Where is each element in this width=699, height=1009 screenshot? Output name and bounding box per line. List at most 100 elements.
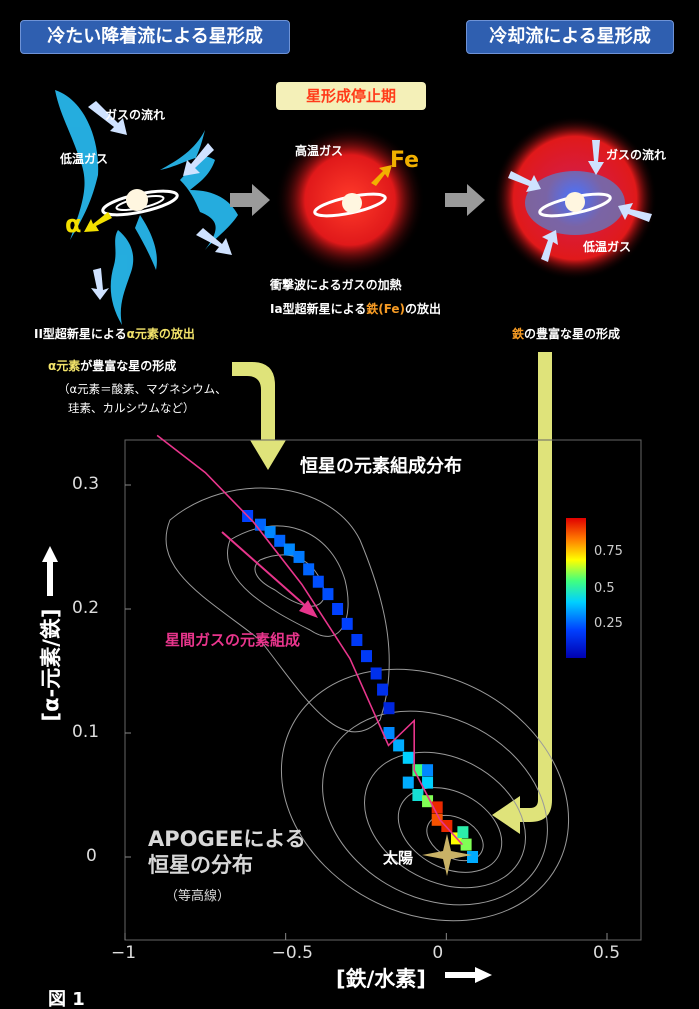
contour-ring <box>397 787 503 873</box>
colorbar <box>566 518 586 658</box>
heatmap-cell <box>422 795 434 808</box>
gas-composition-label: 星間ガスの元素組成 <box>165 631 301 649</box>
header-quenching: 星形成停止期 <box>276 82 426 110</box>
heatmap-cell <box>383 727 395 739</box>
header-cold-accretion: 冷たい降着流による星形成 <box>20 20 290 54</box>
header-cooling-flow: 冷却流による星形成 <box>466 20 674 54</box>
iron-post: の豊富な星の形成 <box>524 327 621 341</box>
heatmap-cell <box>370 667 382 680</box>
heatmap-cells <box>242 510 479 863</box>
heatmap-cell <box>293 550 305 563</box>
y-tick-label: 0.1 <box>72 722 100 742</box>
flow-arrow-2 <box>445 184 485 216</box>
apogee-line-2: 恒星の分布 <box>148 853 253 877</box>
heatmap-cell <box>332 603 344 615</box>
heatmap-cell <box>283 543 295 556</box>
heatmap-cell <box>457 826 469 839</box>
flow-arrow-1 <box>230 184 270 216</box>
sn1a-hl: 鉄(Fe) <box>366 302 406 316</box>
sn1a-release-text: Ia型超新星による鉄(Fe)の放出 <box>270 300 441 317</box>
x-ticks <box>124 933 608 940</box>
contour-ring <box>280 668 570 922</box>
y-tick-label: 0 <box>86 846 97 866</box>
heatmap-cell <box>431 813 443 826</box>
heatmap-cell <box>402 776 414 789</box>
alpha-star-hl: α元素 <box>48 359 81 373</box>
y-ticks <box>125 484 131 858</box>
alpha-to-plot-arrow <box>232 362 286 470</box>
heatmap-cell <box>412 764 424 777</box>
right-gas-flow-label: ガスの流れ <box>606 148 667 162</box>
left-cold-gas-label: 低温ガス <box>60 152 109 166</box>
apogee-sub-label: （等高線） <box>165 889 231 904</box>
y-axis-arrow <box>42 546 58 596</box>
heatmap-cell <box>412 789 424 801</box>
heatmap-cell <box>431 801 443 814</box>
gas-track-arrowhead <box>299 600 318 618</box>
alpha-star-text: α元素が豊富な星の形成 <box>48 357 176 374</box>
plot-frame <box>124 439 642 941</box>
heatmap-cell <box>402 751 414 764</box>
heatmap-cell <box>460 838 472 851</box>
x-axis-label: [鉄/水素] <box>336 967 426 991</box>
sn1a-pre: Ia型超新星による <box>270 302 367 316</box>
iron-star-text: 鉄の豊富な星の形成 <box>512 325 620 342</box>
heatmap-cell <box>441 820 453 832</box>
gas-composition-track <box>156 434 463 846</box>
alpha-label: α <box>65 210 82 238</box>
x-tick-label: 0.5 <box>593 943 621 963</box>
hot-gas-label: 高温ガス <box>295 144 344 158</box>
heatmap-cell <box>351 634 363 646</box>
heatmap-cell <box>322 588 334 601</box>
right-cold-gas-label: 低温ガス <box>583 240 632 254</box>
iron-to-plot-arrow <box>492 352 552 834</box>
iron-hl: 鉄 <box>512 327 525 341</box>
y-tick-label: 0.2 <box>72 598 100 618</box>
shock-heating-text: 衝撃波によるガスの加熱 <box>270 278 402 292</box>
sun-label: 太陽 <box>383 849 414 867</box>
x-tick-label: −1 <box>111 943 137 963</box>
heatmap-cell <box>422 776 434 789</box>
cold-gas-streams <box>55 90 238 325</box>
y-axis-label: [α-元素/鉄] <box>39 608 63 722</box>
heatmap-cell <box>377 683 389 696</box>
x-tick-label: −0.5 <box>271 943 313 963</box>
alpha-star-post: が豊富な星の形成 <box>80 359 177 373</box>
heatmap-cell <box>303 563 315 576</box>
contour-ring <box>322 710 548 906</box>
heatmap-cell <box>393 739 405 752</box>
heatmap-cell <box>312 575 324 588</box>
galaxy-disk-left <box>101 189 179 217</box>
gas-track-arrow-line <box>221 531 309 609</box>
heatmap-cell <box>383 702 395 715</box>
fe-label: Fe <box>390 148 420 173</box>
gas-flow-arrows-left <box>88 101 232 300</box>
contour-ring <box>227 525 349 637</box>
y-tick-label: 0.3 <box>72 474 100 494</box>
heatmap-cell <box>274 534 286 547</box>
heatmap-cell <box>341 617 353 630</box>
sn2-release-text: II型超新星によるα元素の放出 <box>34 325 195 342</box>
apogee-line-1: APOGEEによる <box>148 827 306 851</box>
heatmap-cell <box>254 518 266 531</box>
apogee-contours <box>165 487 570 922</box>
fe-arrow <box>371 165 392 186</box>
heatmap-cell <box>361 650 372 663</box>
sn2-pre: II型超新星による <box>34 327 127 341</box>
contour-ring <box>165 487 390 733</box>
colorbar-tick-075: 0.75 <box>594 544 623 559</box>
heatmap-cell <box>264 526 276 539</box>
sn1a-post: の放出 <box>405 302 442 316</box>
sn2-hl: α元素の放出 <box>126 327 195 341</box>
galaxy-disk-right <box>538 192 612 218</box>
sun-marker <box>422 834 472 876</box>
heatmap-cell <box>422 764 434 777</box>
apogee-label: APOGEEによる 恒星の分布 <box>148 826 306 878</box>
x-axis-arrow <box>445 967 492 983</box>
x-tick-label: 0 <box>432 943 444 963</box>
colorbar-tick-025: 0.25 <box>594 616 623 631</box>
galaxy-disk-middle <box>313 192 387 218</box>
